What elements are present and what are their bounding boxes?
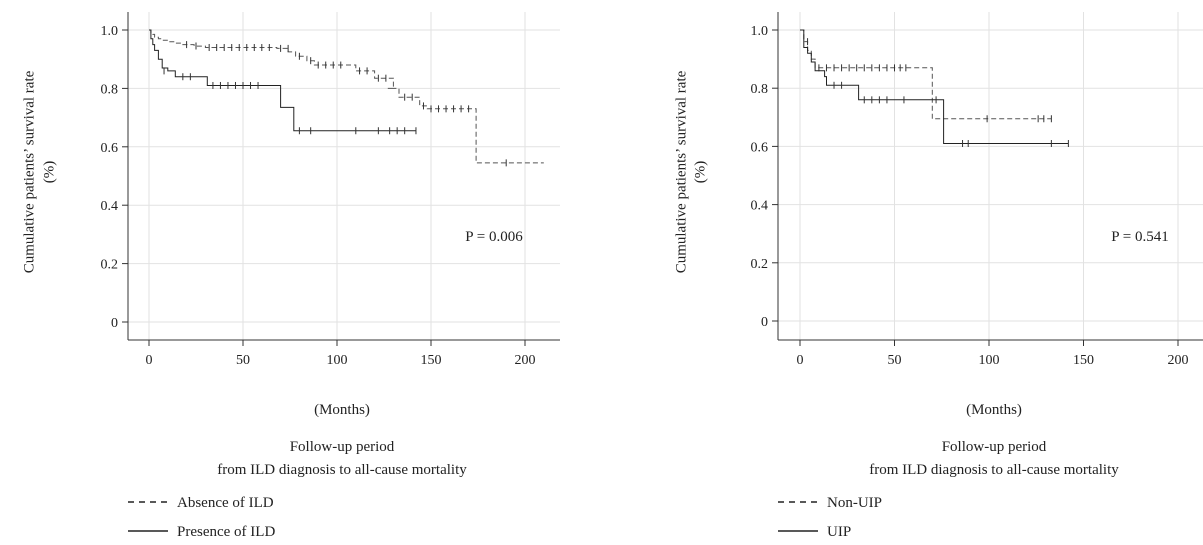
chart-panel-1: 0 0.2 0.4 0.6 0.8 1.0 0 50 100 150 200 Cumulative p…	[21, 12, 560, 540]
chart-panel-2: 0 0.2 0.4 0.6 0.8 1.0 0 50 100 150 200 Cumulative p…	[673, 12, 1203, 540]
x-tick-label-2: 100	[979, 353, 1000, 368]
p-value-annotation: P = 0.541	[1111, 229, 1169, 245]
x-axis-caption-line2: from ILD diagnosis to all-cause mortalit…	[869, 462, 1119, 478]
series-line-1	[800, 29, 1052, 120]
x-tick-label-1: 50	[236, 353, 250, 368]
series-line-2	[800, 29, 1069, 144]
y-tick-label-3: 0.6	[751, 140, 769, 155]
x-tick-label-2: 100	[327, 353, 348, 368]
series-line-1	[149, 29, 544, 164]
x-axis-caption-line1: Follow-up period	[290, 439, 395, 455]
x-tick-label-4: 200	[1168, 353, 1189, 368]
y-tick-label-0: 0	[111, 316, 118, 331]
x-tick-label-0: 0	[797, 353, 804, 368]
x-axis-caption-line1: Follow-up period	[942, 439, 1047, 455]
x-tick-label-3: 150	[421, 353, 442, 368]
legend-label-2: UIP	[827, 524, 851, 540]
legend-label-1: Absence of ILD	[177, 495, 274, 511]
y-tick-label-5: 1.0	[101, 24, 119, 39]
x-tick-label-0: 0	[146, 353, 153, 368]
series-line-2	[149, 29, 416, 132]
y-tick-label-3: 0.6	[101, 141, 119, 156]
p-value-annotation: P = 0.006	[465, 229, 523, 245]
x-axis-unit: (Months)	[314, 402, 370, 418]
y-axis-label: Cumulative patients’ survival rate	[673, 70, 689, 273]
x-tick-label-1: 50	[888, 353, 902, 368]
x-tick-label-4: 200	[515, 353, 536, 368]
y-tick-label-1: 0.2	[101, 258, 119, 273]
x-axis-unit: (Months)	[966, 402, 1022, 418]
y-axis-unit: (%)	[41, 161, 57, 184]
x-axis-caption-line2: from ILD diagnosis to all-cause mortalit…	[217, 462, 467, 478]
legend-label-1: Non-UIP	[827, 495, 882, 511]
y-axis-unit: (%)	[692, 161, 708, 184]
y-axis-label: Cumulative patients’ survival rate	[21, 70, 37, 273]
y-tick-label-1: 0.2	[751, 257, 769, 272]
y-tick-label-5: 1.0	[751, 24, 769, 39]
legend-label-2: Presence of ILD	[177, 524, 275, 540]
y-tick-label-4: 0.8	[101, 82, 119, 97]
y-tick-label-2: 0.4	[751, 199, 769, 214]
y-tick-label-0: 0	[761, 315, 768, 330]
y-tick-label-2: 0.4	[101, 199, 119, 214]
y-tick-label-4: 0.8	[751, 82, 769, 97]
x-tick-label-3: 150	[1073, 353, 1094, 368]
